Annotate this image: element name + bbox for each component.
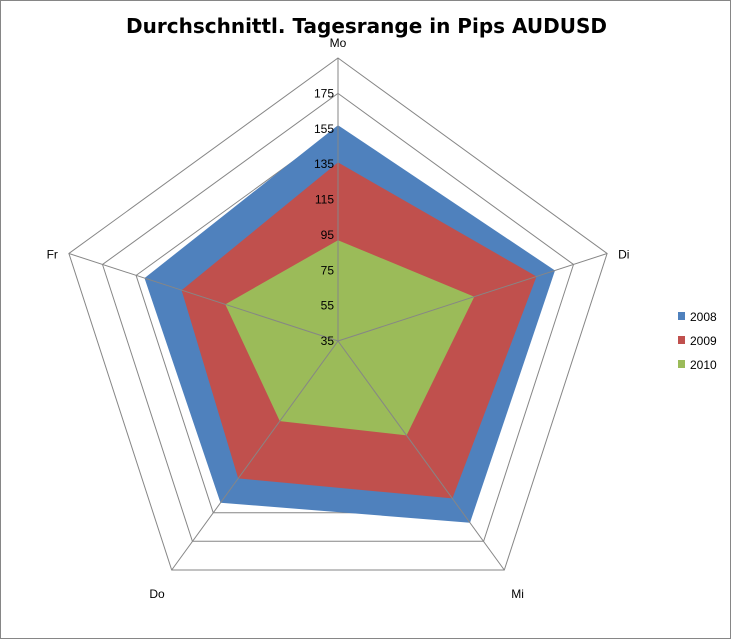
axis-spoke [171, 340, 339, 571]
tick-label: 35 [321, 334, 335, 348]
spoke-layer [68, 58, 608, 571]
series-area-2010 [225, 240, 475, 436]
series-layer [144, 125, 555, 523]
tick-label: 115 [315, 193, 334, 207]
legend-label-2010: 2010 [690, 358, 717, 372]
legend-swatch-2009 [678, 336, 685, 344]
grid-ring [101, 92, 575, 542]
axis-spoke [337, 340, 505, 571]
tick-layer: 35 55 75 95 115 135 155 175 [314, 86, 334, 348]
tick-label: 135 [314, 157, 334, 171]
axis-label-Do: Do [149, 587, 165, 601]
legend-label-2009: 2009 [690, 334, 717, 348]
legend-swatch-2010 [678, 360, 685, 368]
legend-swatch-2008 [678, 312, 685, 320]
axis-label-Di: Di [618, 248, 629, 262]
tick-label: 55 [321, 299, 335, 313]
axis-label-Mo: Mo [330, 36, 347, 50]
axis-label-layer: Mo Di Mi Do Fr [47, 36, 630, 601]
legend: 2008 2009 2010 [678, 310, 717, 372]
tick-label: 95 [321, 228, 335, 242]
legend-label-2008: 2008 [690, 310, 717, 324]
tick-label: 155 [314, 122, 334, 136]
axis-label-Mi: Mi [511, 587, 524, 601]
chart-title: Durchschnittl. Tagesrange in Pips AUDUSD [126, 14, 607, 38]
axis-label-Fr: Fr [47, 248, 58, 262]
grid-ring [68, 57, 608, 571]
axis-spoke [68, 253, 339, 342]
axis-spoke [337, 253, 608, 342]
tick-label: 75 [321, 263, 335, 277]
tick-label: 175 [314, 86, 334, 100]
